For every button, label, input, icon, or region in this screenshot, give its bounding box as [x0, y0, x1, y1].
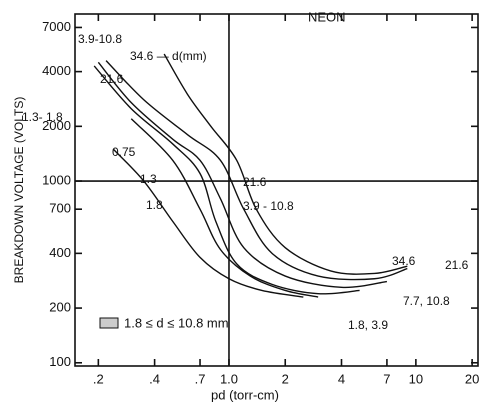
chart-title: NEON — [308, 9, 346, 24]
annotation: 0.75 — [112, 145, 136, 159]
annotation: 1.3 — [140, 172, 157, 186]
x-tick-label: 10 — [409, 371, 423, 386]
y-tick-label: 100 — [49, 354, 71, 369]
annotation: 34.6 — d(mm) — [130, 49, 207, 63]
y-tick-label: 200 — [49, 300, 71, 315]
annotation: 1.8, 3.9 — [348, 318, 388, 332]
curve — [105, 60, 408, 281]
curve — [93, 65, 360, 295]
x-tick-label: .4 — [149, 371, 160, 386]
plot-frame — [74, 13, 479, 367]
x-axis-label: pd (torr-cm) — [211, 387, 279, 402]
annotation: 21.6 — [243, 175, 267, 189]
legend-text: 1.8 ≤ d ≤ 10.8 mm — [124, 315, 229, 330]
y-tick-label: 400 — [49, 245, 71, 260]
annotation: 3.9-10.8 — [78, 32, 122, 46]
x-tick-label: 20 — [465, 371, 479, 386]
curve — [163, 53, 408, 275]
y-tick-label: 1000 — [42, 172, 71, 187]
x-tick-label: 2 — [282, 371, 289, 386]
y-tick-label: 2000 — [42, 118, 71, 133]
annotation: 1.8 — [146, 198, 163, 212]
x-tick-label: 4 — [338, 371, 345, 386]
legend-swatch — [99, 317, 119, 329]
annotation: 34.6 — [392, 254, 416, 268]
curve — [130, 118, 319, 298]
curve — [97, 61, 388, 289]
annotation: 7.7, 10.8 — [403, 294, 450, 308]
y-axis-label: BREAKDOWN VOLTAGE (VOLTS) — [12, 97, 26, 284]
y-tick-label: 4000 — [42, 63, 71, 78]
y-tick-label: 700 — [49, 201, 71, 216]
annotation: 21.6 — [445, 258, 469, 272]
annotation: 3.9 - 10.8 — [243, 199, 294, 213]
x-tick-label: 7 — [383, 371, 390, 386]
x-tick-label: 1.0 — [220, 371, 238, 386]
curve — [112, 148, 304, 298]
y-tick-label: 7000 — [42, 19, 71, 34]
annotation: 1.3- 1.8 — [22, 110, 63, 124]
x-tick-label: .2 — [93, 371, 104, 386]
x-tick-label: .7 — [195, 371, 206, 386]
annotation: 21.6 — [100, 72, 124, 86]
